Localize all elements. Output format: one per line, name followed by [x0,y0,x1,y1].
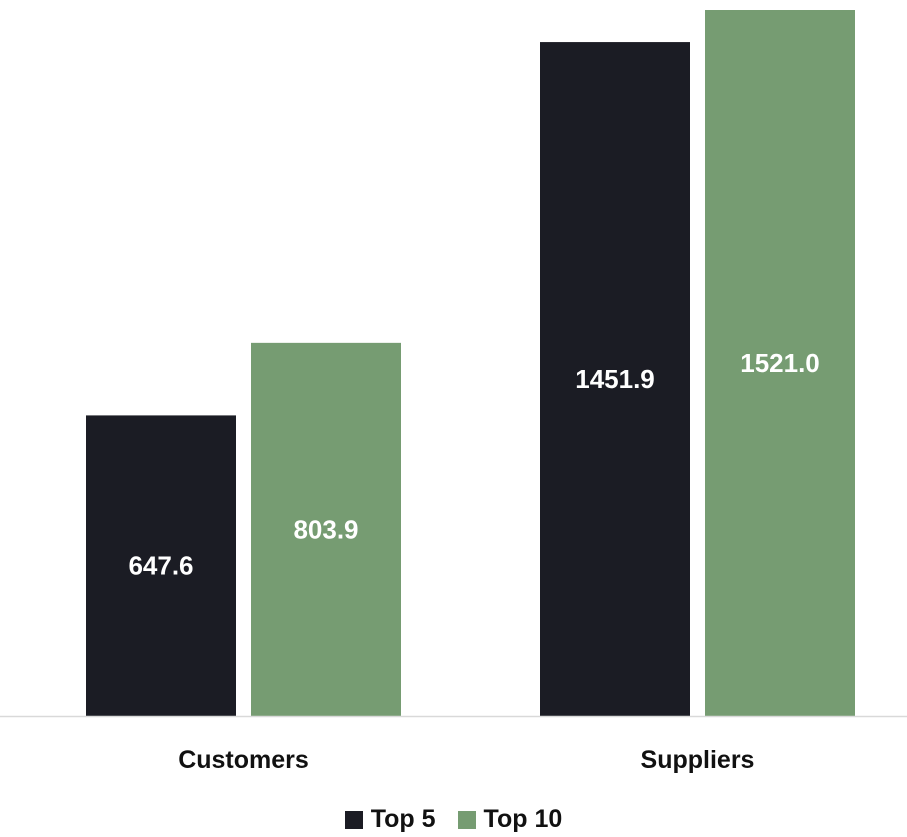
data-label-suppliers-top-10: 1521.0 [740,348,820,378]
legend-label-top-10: Top 10 [483,805,563,833]
legend-item-top-10: Top 10 [457,805,563,834]
category-labels-layer: Customers Suppliers [178,746,754,774]
data-label-customers-top-10: 803.9 [293,514,358,544]
bar-suppliers-top-5 [540,42,690,716]
legend-label-top-5: Top 5 [370,805,436,833]
legend-swatch-top-5 [344,810,363,829]
category-label-suppliers: Suppliers [641,746,755,774]
data-label-suppliers-top-5: 1451.9 [575,364,655,394]
data-labels-layer: 647.6 803.9 1451.9 1521.0 [128,348,819,581]
legend: Top 5 Top 10 [0,805,907,834]
bar-customers-top-5 [86,415,236,716]
legend-swatch-top-10 [457,810,476,829]
category-label-customers: Customers [178,746,309,774]
bars-layer [86,10,855,716]
data-label-customers-top-5: 647.6 [128,551,193,581]
bar-customers-top-10 [251,342,401,716]
legend-item-top-5: Top 5 [344,805,436,834]
bar-suppliers-top-10 [705,10,855,716]
